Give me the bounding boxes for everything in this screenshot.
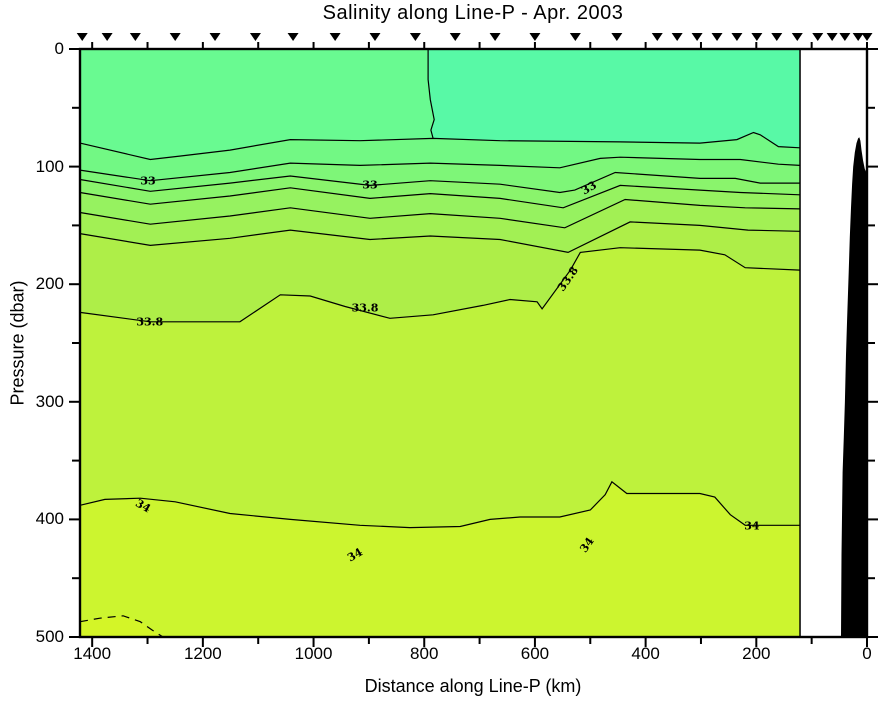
x-tick-label: 0 (862, 644, 872, 663)
x-tick-label: 1400 (73, 644, 112, 663)
contour-line (79, 156, 801, 182)
station-marker-icon (852, 33, 864, 41)
contour-label: 33 (140, 174, 156, 188)
station-marker-icon (249, 33, 261, 41)
station-marker-icon (169, 33, 181, 41)
y-tick-label: 300 (35, 391, 64, 411)
station-marker-icon (751, 33, 763, 41)
station-marker-icon (489, 33, 501, 41)
salinity-band (80, 481, 800, 637)
contour-line (79, 247, 801, 323)
station-marker-icon (287, 33, 299, 41)
x-axis-label: Distance along Line-P (km) (364, 676, 582, 696)
station-marker-icon (101, 33, 113, 41)
station-marker-icon (826, 33, 838, 41)
station-marker-icon (569, 33, 581, 41)
y-tick-label: 500 (35, 627, 64, 646)
station-marker-icon (76, 33, 88, 41)
x-tick-label: 600 (520, 644, 550, 663)
bathymetry-silhouette (841, 137, 867, 637)
contour-line (79, 171, 800, 194)
station-marker-icon (771, 33, 783, 41)
contour-line (79, 198, 801, 229)
station-marker-icon (529, 33, 541, 41)
y-tick-label: 0 (54, 39, 64, 58)
station-marker-icon (129, 33, 141, 41)
contour-line (79, 131, 801, 161)
contour-line (79, 184, 801, 209)
station-marker-icon (791, 33, 803, 41)
y-tick-label: 400 (35, 509, 64, 529)
station-marker-icon (611, 33, 623, 41)
y-axis-label: Pressure (dbar) (7, 280, 28, 406)
contour-label: 33.8 (136, 315, 164, 329)
station-marker-icon (209, 33, 221, 41)
plot-frame (78, 47, 869, 639)
surface-water-region-offshore (428, 49, 800, 148)
contour-label: 33 (362, 178, 378, 192)
y-tick-label: 100 (35, 156, 64, 176)
plot-title: Salinity along Line-P - Apr. 2003 (322, 2, 624, 24)
station-marker-icon (839, 33, 851, 41)
x-tick-label: 200 (742, 644, 771, 663)
station-marker-icon (651, 33, 663, 41)
contour-line (79, 615, 164, 638)
station-marker-icon (409, 33, 421, 41)
contour-line (427, 49, 435, 139)
station-marker-icon (731, 33, 743, 41)
station-marker-icon (812, 33, 824, 41)
x-tick-label: 400 (631, 644, 660, 663)
station-marker-icon (329, 33, 341, 41)
contour-label: 34 (744, 519, 760, 533)
contour-line (79, 221, 801, 254)
station-marker-icon (691, 33, 703, 41)
station-marker-icon (861, 33, 873, 41)
station-marker-icon (449, 33, 461, 41)
contour-label: 33.8 (351, 301, 379, 315)
station-marker-icon (671, 33, 683, 41)
x-tick-label: 1000 (294, 644, 333, 663)
contour-line (79, 480, 800, 529)
salinity-band (80, 615, 163, 637)
station-marker-icon (369, 33, 381, 41)
x-tick-label: 800 (410, 644, 439, 663)
x-tick-label: 1200 (183, 644, 222, 663)
station-marker-icon (711, 33, 723, 41)
y-tick-label: 200 (35, 274, 64, 294)
